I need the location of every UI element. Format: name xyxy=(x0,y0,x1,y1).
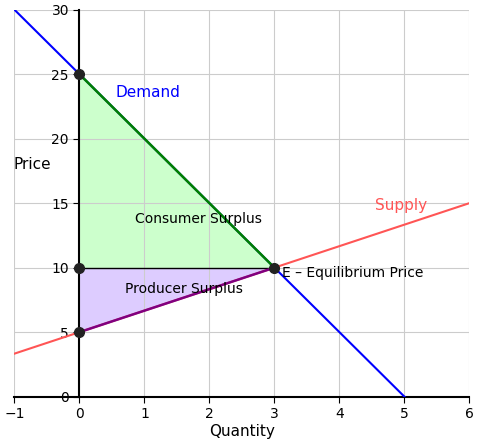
Text: E – Equilibrium Price: E – Equilibrium Price xyxy=(282,266,424,280)
Text: Supply: Supply xyxy=(375,198,427,213)
Text: Price: Price xyxy=(14,157,52,172)
Polygon shape xyxy=(79,74,274,268)
Text: Producer Surplus: Producer Surplus xyxy=(125,283,243,296)
Text: Consumer Surplus: Consumer Surplus xyxy=(135,211,261,225)
Text: Demand: Demand xyxy=(115,85,180,101)
Polygon shape xyxy=(79,268,274,332)
X-axis label: Quantity: Quantity xyxy=(209,424,275,439)
